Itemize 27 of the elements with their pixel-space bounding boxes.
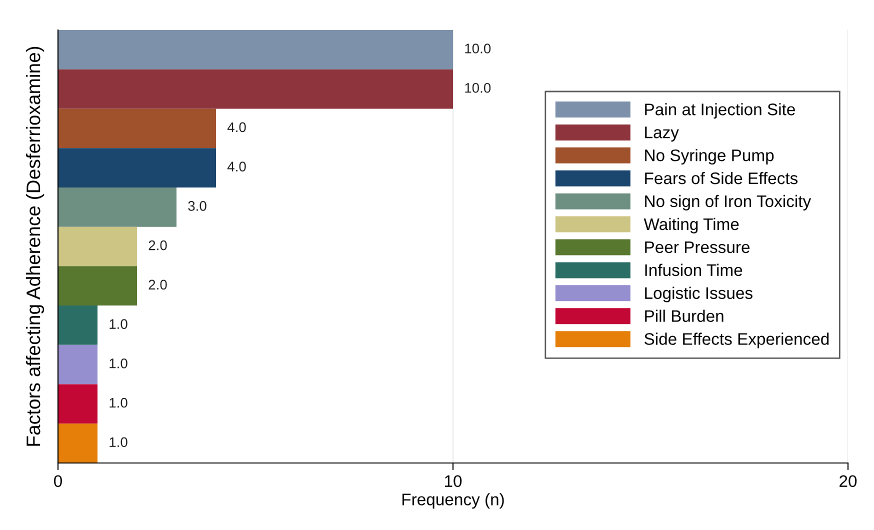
text: 1.0: [110, 319, 128, 329]
legend-label: Lazy: [645, 126, 679, 142]
x-tick-label: 10: [445, 475, 462, 488]
text: 2.0: [148, 280, 167, 290]
y-axis-title: Factors affecting Adherence (Desferrioxamine): [26, 46, 44, 446]
text: 1.0: [110, 437, 128, 448]
legend-label: Logistic Issues: [645, 286, 752, 302]
legend-label: Peer Pressure: [645, 241, 750, 254]
x-axis-title: Frequency (n): [402, 493, 504, 509]
text: 4.0: [227, 162, 246, 172]
legend-label: Waiting Time: [644, 218, 739, 234]
legend-label: No sign of Iron Toxicity: [645, 194, 812, 210]
text: 10.0: [465, 44, 491, 54]
legend-label: Pain at Injection Site: [645, 103, 795, 119]
legend-label: Infusion Time: [645, 264, 742, 276]
legend-label: Fears of Side Effects: [645, 172, 798, 184]
text: 4.0: [227, 122, 246, 132]
text: 1.0: [110, 398, 128, 408]
text: 1.0: [110, 358, 128, 368]
text: 10.0: [465, 82, 491, 93]
legend-label: Side Effects Experienced: [644, 332, 829, 348]
text: 3.0: [188, 201, 206, 211]
x-tick-label: 0: [54, 475, 62, 488]
x-tick-label: 20: [840, 475, 857, 488]
legend-label: Pill Burden: [645, 310, 724, 322]
text: 2.0: [148, 240, 167, 250]
legend-label: No Syringe Pump: [645, 149, 774, 165]
